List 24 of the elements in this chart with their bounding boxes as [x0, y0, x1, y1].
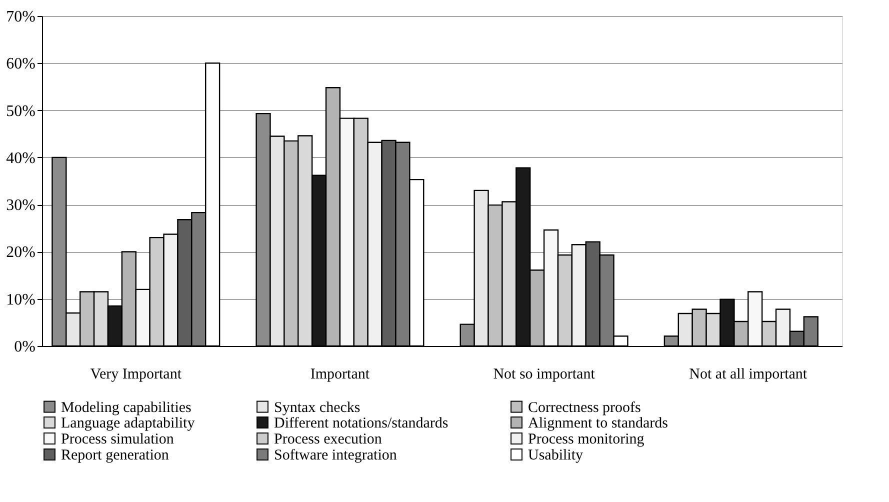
y-tick-label: 10%: [6, 291, 36, 308]
legend-label: Different notations/standards: [274, 416, 448, 432]
x-tick-label: Very Important: [90, 366, 182, 382]
x-tick-label: Important: [310, 366, 370, 382]
y-tick-label: 20%: [6, 244, 36, 262]
legend-label: Syntax checks: [274, 400, 360, 416]
y-tick-label: 30%: [6, 197, 36, 214]
y-tick-label: 0%: [14, 338, 36, 356]
legend-label: Software integration: [274, 448, 398, 464]
legend-label: Language adaptability: [61, 416, 196, 432]
x-tick-label: Not at all important: [689, 366, 808, 382]
legend-label: Correctness proofs: [528, 400, 642, 416]
legend-label: Process execution: [274, 432, 382, 448]
x-tick-label: Not so important: [493, 366, 596, 382]
legend-label: Modeling capabilities: [61, 400, 192, 416]
legend-label: Report generation: [61, 448, 170, 464]
legend-label: Process simulation: [61, 432, 174, 448]
legend-label: Alignment to standards: [528, 416, 668, 432]
y-tick-label: 70%: [6, 8, 36, 26]
y-tick-label: 60%: [6, 56, 36, 73]
y-tick-label: 50%: [6, 102, 36, 120]
legend-label: Process monitoring: [528, 432, 645, 448]
y-tick-label: 40%: [6, 150, 36, 167]
legend-label: Usability: [528, 448, 584, 464]
